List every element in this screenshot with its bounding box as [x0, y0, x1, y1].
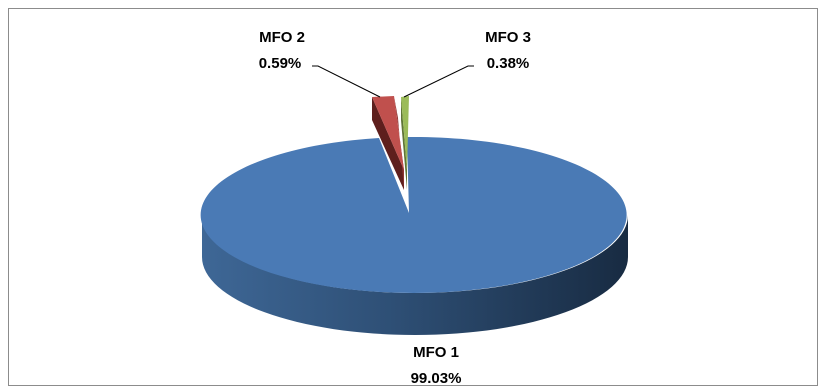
slice-mfo-1	[200, 136, 628, 335]
label-mfo-1-value: 99.03%	[411, 370, 462, 387]
label-mfo-2-value: 0.59%	[259, 55, 302, 72]
slice-mfo-1-top	[200, 136, 627, 293]
slice-mfo-2	[372, 96, 404, 190]
slice-mfo-2-top	[372, 96, 404, 170]
leader-line-mfo-3	[403, 65, 474, 98]
slice-mfo-3	[401, 96, 409, 190]
label-mfo-3-value: 0.38%	[487, 55, 530, 72]
slice-mfo-3-top	[401, 96, 409, 170]
slice-mfo-3-side	[401, 97, 407, 190]
slice-mfo-1-side	[202, 215, 628, 335]
label-mfo-3-name: MFO 3	[485, 29, 531, 46]
leader-line-mfo-2	[312, 65, 381, 98]
slice-mfo-2-side	[372, 97, 404, 190]
label-mfo-1-name: MFO 1	[413, 344, 459, 361]
label-mfo-2-name: MFO 2	[259, 29, 305, 46]
